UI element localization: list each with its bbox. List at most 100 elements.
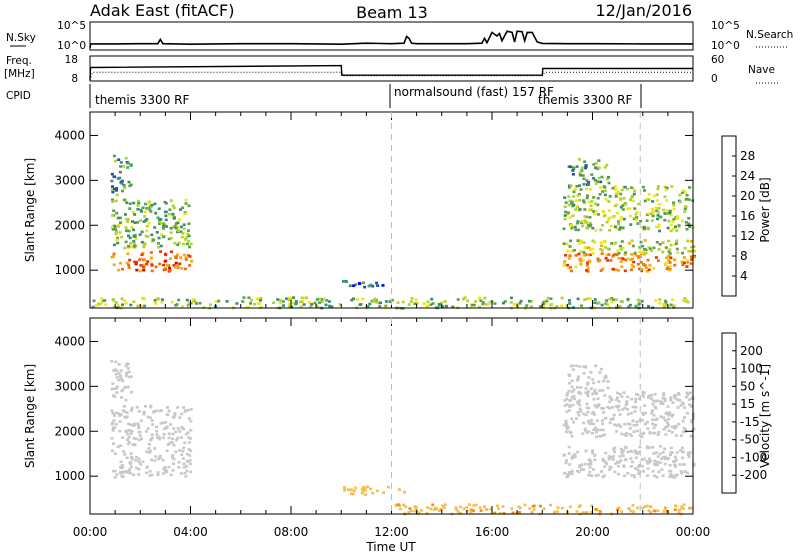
data-cell <box>115 193 119 197</box>
data-cell <box>606 259 610 262</box>
data-cell <box>167 409 171 413</box>
data-cell <box>182 253 186 257</box>
data-cell <box>663 462 667 466</box>
data-cell <box>686 451 690 455</box>
colorbar-tick-label: 50 <box>740 379 755 393</box>
data-cell <box>582 251 586 254</box>
data-cell <box>607 253 611 256</box>
data-cell <box>606 247 610 251</box>
data-cell <box>171 469 175 472</box>
data-cell <box>145 450 149 454</box>
data-cell <box>620 240 624 243</box>
data-cell <box>375 489 379 493</box>
data-cell <box>623 253 627 256</box>
data-cell <box>156 216 160 220</box>
data-cell <box>597 301 601 304</box>
data-cell <box>658 461 662 464</box>
data-cell <box>681 263 685 266</box>
data-cell <box>130 406 134 410</box>
data-cell <box>112 442 116 445</box>
data-cell <box>626 472 630 475</box>
data-cell <box>127 440 131 444</box>
data-cell <box>576 386 579 389</box>
data-cell <box>125 456 129 460</box>
data-cell <box>143 210 147 214</box>
data-cell <box>591 451 595 455</box>
data-cell <box>653 474 657 478</box>
data-cell <box>626 422 630 426</box>
nsky-series-line <box>89 30 693 49</box>
data-cell <box>616 249 620 252</box>
data-cell <box>570 469 574 473</box>
data-cell <box>129 432 133 436</box>
data-cell <box>587 419 591 423</box>
data-cell <box>442 506 446 509</box>
data-cell <box>645 446 649 450</box>
data-cell <box>615 424 619 427</box>
data-cell <box>617 252 621 255</box>
data-cell <box>615 227 619 230</box>
data-cell <box>577 158 581 161</box>
data-cell <box>569 239 573 243</box>
data-cell <box>352 297 355 300</box>
data-cell <box>588 297 592 301</box>
data-cell <box>669 453 672 457</box>
colorbar-tick-label: -100 <box>740 450 767 464</box>
freq-series-line <box>89 64 693 81</box>
data-cell <box>136 208 140 211</box>
data-cell <box>328 304 332 308</box>
data-cell <box>605 299 609 302</box>
data-cell <box>664 457 667 460</box>
data-cell <box>123 299 127 303</box>
data-cell <box>176 253 179 257</box>
data-cell <box>652 246 656 250</box>
data-cell <box>497 507 500 510</box>
data-cell <box>163 427 166 430</box>
data-cell <box>607 468 611 471</box>
colorbar-tick-label: 16 <box>740 209 755 223</box>
nsky-left-tick-top: 10^5 <box>57 20 86 32</box>
data-cell <box>654 400 658 403</box>
data-cell <box>682 503 686 506</box>
data-cell <box>610 297 614 300</box>
data-cell <box>652 426 656 430</box>
data-cell <box>570 417 574 421</box>
data-cell <box>112 224 116 228</box>
data-cell <box>611 417 615 420</box>
data-cell <box>673 504 677 507</box>
data-cell <box>462 297 465 301</box>
data-cell <box>154 455 158 458</box>
data-cell <box>670 414 674 418</box>
data-cell <box>593 298 597 301</box>
freq-left-tick-top: 18 <box>65 54 78 66</box>
data-cell <box>657 248 661 251</box>
data-cell <box>126 385 130 389</box>
data-cell <box>116 241 120 245</box>
data-cell <box>186 254 190 257</box>
data-cell <box>581 432 585 435</box>
data-cell <box>386 485 390 489</box>
data-cell <box>142 268 146 272</box>
data-cell <box>620 432 624 436</box>
data-cell <box>618 196 622 200</box>
data-cell <box>599 248 603 251</box>
data-cell <box>681 430 685 434</box>
data-cell <box>129 375 133 378</box>
data-cell <box>618 244 622 248</box>
data-cell <box>604 461 608 464</box>
data-cell <box>257 297 261 301</box>
data-cell <box>185 242 189 246</box>
data-cell <box>675 239 679 243</box>
data-cell <box>532 508 536 511</box>
data-cell <box>121 409 125 412</box>
data-cell <box>570 249 574 253</box>
data-cell <box>589 387 593 390</box>
data-cell <box>112 154 116 158</box>
data-cell <box>509 301 513 304</box>
data-cell <box>565 424 569 427</box>
data-cell <box>602 459 606 463</box>
data-cell <box>659 445 662 448</box>
data-cell <box>608 400 612 404</box>
data-cell <box>469 510 473 514</box>
data-cell <box>549 297 553 300</box>
